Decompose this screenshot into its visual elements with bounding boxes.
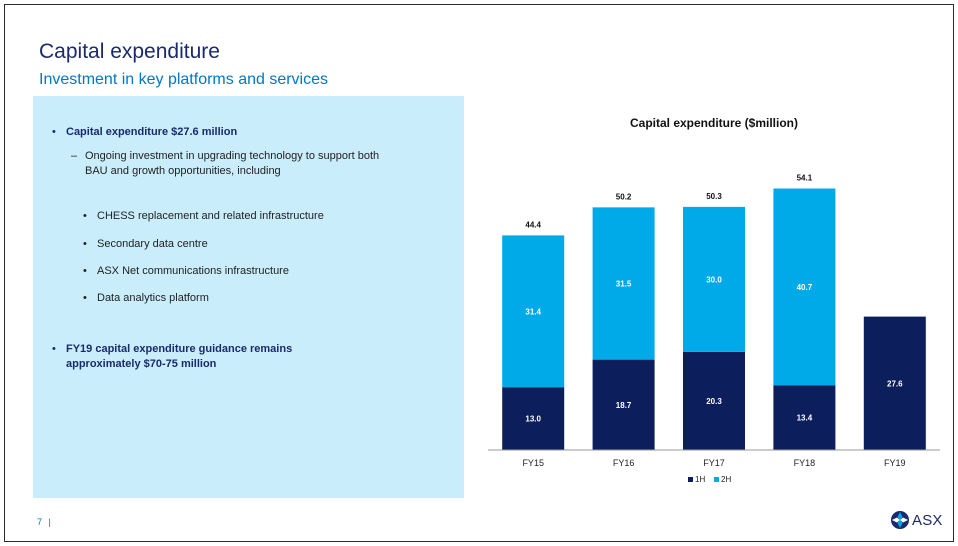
data-label: 13.4 bbox=[797, 414, 813, 423]
bullet-dot-icon: • bbox=[83, 210, 87, 222]
bullet-dot-icon: • bbox=[83, 238, 87, 250]
bar-1h-fy16 bbox=[592, 359, 655, 450]
x-tick-label: FY18 bbox=[794, 458, 816, 468]
list-item-text: CHESS replacement and related infrastruc… bbox=[97, 210, 324, 222]
x-tick-label: FY15 bbox=[522, 458, 544, 468]
list-item: • ASX Net communications infrastructure bbox=[83, 264, 413, 279]
commentary-panel: • Capital expenditure $27.6 million – On… bbox=[33, 96, 464, 498]
bullet-dot-icon: • bbox=[83, 292, 87, 304]
bullet-dot-icon: • bbox=[52, 343, 56, 355]
data-label: 13.0 bbox=[525, 415, 541, 424]
list-item: • Data analytics platform bbox=[83, 291, 413, 306]
total-label: 50.3 bbox=[706, 192, 722, 201]
bullet-guidance-text: FY19 capital expenditure guidance remain… bbox=[66, 343, 293, 370]
capex-chart: Capital expenditure ($million) 13.0 31.4 44… bbox=[488, 116, 940, 484]
x-tick-label: FY19 bbox=[884, 458, 906, 468]
bar-2h-fy17 bbox=[683, 206, 745, 352]
legend-label-2h: 2H bbox=[721, 475, 731, 484]
bar-2h-fy18 bbox=[773, 188, 836, 386]
data-label: 31.5 bbox=[616, 279, 632, 288]
data-label: 20.3 bbox=[706, 397, 722, 406]
bar-2h-fy16 bbox=[592, 207, 655, 360]
bar-2h-fy15 bbox=[502, 235, 565, 388]
bullet-guidance: • FY19 capital expenditure guidance rema… bbox=[52, 342, 352, 372]
list-item: • CHESS replacement and related infrastr… bbox=[83, 209, 413, 224]
asx-logo-icon bbox=[891, 511, 909, 529]
bar-1h-fy18 bbox=[773, 385, 836, 450]
slide-subtitle: Investment in key platforms and services bbox=[39, 71, 329, 88]
data-label: 27.6 bbox=[887, 379, 903, 388]
total-label: 54.1 bbox=[797, 174, 813, 183]
legend-swatch-2h bbox=[714, 477, 719, 482]
list-item-text: ASX Net communications infrastructure bbox=[97, 265, 289, 277]
data-label: 40.7 bbox=[797, 283, 813, 292]
bar-1h-fy19 bbox=[863, 316, 926, 450]
bullet-capex: • Capital expenditure $27.6 million bbox=[52, 125, 442, 140]
page-number: 7 bbox=[37, 517, 43, 527]
legend-swatch-1h bbox=[688, 477, 693, 482]
list-item: • Secondary data centre bbox=[83, 237, 413, 252]
data-label: 18.7 bbox=[616, 401, 632, 410]
page-separator: | bbox=[48, 517, 51, 527]
x-tick-label: FY16 bbox=[613, 458, 635, 468]
bullet-dot-icon: • bbox=[83, 265, 87, 277]
legend-label-1h: 1H bbox=[695, 475, 705, 484]
bullet-dot-icon: • bbox=[52, 126, 56, 138]
bar-1h-fy17 bbox=[683, 351, 745, 450]
bar-1h-fy15 bbox=[502, 387, 565, 450]
list-item-text: Secondary data centre bbox=[97, 238, 208, 250]
asx-logo: ASX bbox=[890, 510, 943, 530]
list-item-text: Data analytics platform bbox=[97, 292, 209, 304]
logo-text: ASX bbox=[912, 511, 943, 529]
chart-title: Capital expenditure ($million) bbox=[630, 116, 798, 130]
data-label: 30.0 bbox=[706, 275, 722, 284]
total-label: 44.4 bbox=[525, 220, 541, 229]
data-label: 31.4 bbox=[525, 307, 541, 316]
bullet-capex-text: Capital expenditure $27.6 million bbox=[66, 126, 238, 138]
slide-title: Capital expenditure bbox=[39, 40, 220, 63]
sub-bullet-investment: – Ongoing investment in upgrading techno… bbox=[71, 149, 401, 179]
total-label: 50.2 bbox=[616, 192, 632, 201]
page-footer: 7 | bbox=[37, 517, 51, 527]
x-tick-label: FY17 bbox=[703, 458, 725, 468]
sub-bullet-investment-text: Ongoing investment in upgrading technolo… bbox=[85, 150, 380, 177]
dash-icon: – bbox=[71, 150, 78, 162]
